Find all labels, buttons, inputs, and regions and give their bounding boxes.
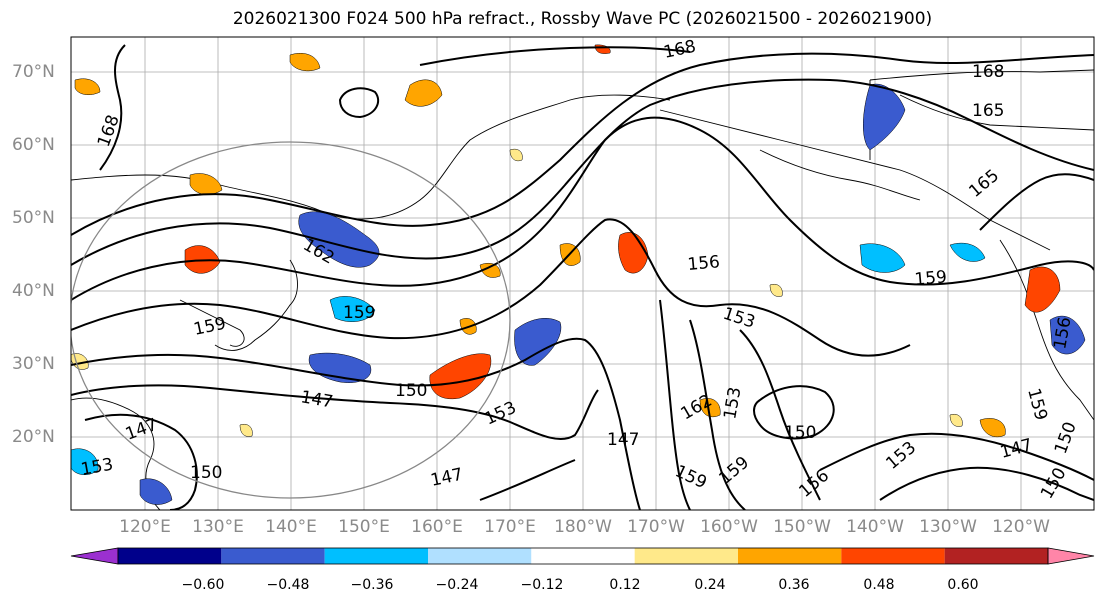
colorbar-tick: 0.36 bbox=[778, 577, 810, 593]
orange-patch bbox=[189, 173, 223, 195]
colorbar-tick: −0.60 bbox=[181, 577, 225, 593]
blue-patch bbox=[298, 211, 380, 268]
colorbar-segment bbox=[841, 548, 945, 564]
contour-label: 150 bbox=[395, 381, 427, 401]
contour-label: 168 bbox=[972, 62, 1004, 82]
rossby-wave-region-circle bbox=[71, 141, 511, 499]
refractivity-shading bbox=[71, 44, 1086, 505]
lon-label: 130°E bbox=[192, 517, 244, 537]
blue-patch bbox=[859, 243, 906, 273]
contour-label: 156 bbox=[687, 252, 721, 275]
yellow-patch bbox=[239, 424, 253, 437]
contour-line bbox=[71, 52, 1094, 236]
contour-label: 150 bbox=[784, 423, 816, 443]
lat-label-50n: 50°N bbox=[12, 208, 55, 228]
lat-label-40n: 40°N bbox=[12, 281, 55, 301]
lon-label: 130°W bbox=[919, 517, 977, 537]
contour-line bbox=[659, 299, 691, 510]
contour-line bbox=[419, 46, 691, 66]
refractivity-map: 168 168 165 165 168 162 159 159 156 159 … bbox=[70, 36, 1095, 511]
contour-line bbox=[689, 319, 746, 510]
contour-label: 147 bbox=[607, 430, 639, 450]
lon-label: 140°E bbox=[265, 517, 317, 537]
contour-line bbox=[84, 413, 198, 510]
colorbar-tick: 0.60 bbox=[947, 577, 979, 593]
lat-label-60n: 60°N bbox=[12, 135, 55, 155]
colorbar-tick: −0.12 bbox=[520, 577, 564, 593]
blue-patch bbox=[949, 242, 986, 262]
colorbar-outline bbox=[117, 547, 1049, 565]
colorbar-tick: 0.24 bbox=[694, 577, 726, 593]
orange-patch bbox=[1024, 266, 1061, 313]
colorbar-segment bbox=[118, 548, 222, 564]
orange-patch bbox=[404, 79, 443, 107]
contour-label: 159 bbox=[343, 303, 375, 323]
lon-label: 170°W bbox=[627, 517, 685, 537]
orange-patch bbox=[289, 52, 321, 72]
colorbar-tick: 0.12 bbox=[609, 577, 641, 593]
colorbar-segment bbox=[634, 548, 738, 564]
orange-patch bbox=[479, 262, 501, 278]
lon-label: 160°E bbox=[411, 517, 463, 537]
lat-label-20n: 20°N bbox=[12, 427, 55, 447]
orange-patch bbox=[979, 418, 1006, 438]
contour-line bbox=[71, 78, 1094, 266]
lon-label: 150°E bbox=[338, 517, 390, 537]
contour-line bbox=[739, 329, 821, 501]
colorbar-tick: −0.24 bbox=[435, 577, 479, 593]
contour-line bbox=[819, 432, 1094, 481]
colorbar-segment bbox=[531, 548, 635, 564]
orange-patch bbox=[699, 398, 721, 418]
contour-label: 159 bbox=[914, 267, 948, 290]
lon-label: 150°W bbox=[773, 517, 831, 537]
map-title: 2026021300 F024 500 hPa refract., Rossby… bbox=[232, 9, 933, 29]
colorbar-segment bbox=[738, 548, 842, 564]
contour-line bbox=[71, 384, 599, 440]
yellow-patch bbox=[949, 414, 963, 427]
colorbar-segment bbox=[324, 548, 428, 564]
lon-label: 160°W bbox=[700, 517, 758, 537]
colorbar-segment bbox=[944, 548, 1048, 564]
blue-patch bbox=[329, 296, 376, 322]
contour-line bbox=[71, 116, 1094, 301]
yellow-patch bbox=[509, 148, 523, 162]
contour-line bbox=[879, 466, 1094, 501]
colorbar-tick: −0.36 bbox=[350, 577, 394, 593]
contour-label: 150 bbox=[190, 463, 222, 483]
height-contours bbox=[71, 44, 1094, 510]
contour-line bbox=[338, 87, 380, 119]
lon-label: 140°W bbox=[846, 517, 904, 537]
contour-line bbox=[71, 218, 911, 357]
lat-label-30n: 30°N bbox=[12, 354, 55, 374]
contour-line bbox=[71, 337, 641, 510]
orange-patch bbox=[74, 78, 101, 96]
yellow-patch bbox=[769, 284, 783, 297]
contour-line bbox=[99, 44, 126, 171]
contour-label: 165 bbox=[972, 101, 1004, 121]
contour-line bbox=[979, 173, 1094, 231]
blue-patch bbox=[1049, 315, 1086, 355]
colorbar-extend-min bbox=[70, 547, 119, 565]
blue-patch bbox=[139, 478, 173, 505]
lon-label: 120°E bbox=[119, 517, 171, 537]
colorbar-tick: −0.48 bbox=[266, 577, 310, 593]
contour-line bbox=[479, 459, 576, 501]
contour-line bbox=[753, 385, 835, 440]
lon-label: 120°W bbox=[992, 517, 1050, 537]
colorbar-tick: 0.48 bbox=[863, 577, 895, 593]
blue-patch bbox=[71, 448, 99, 475]
lat-label-70n: 70°N bbox=[12, 62, 55, 82]
colorbar-segment bbox=[428, 548, 532, 564]
colorbar-segment bbox=[221, 548, 325, 564]
lon-label: 170°E bbox=[484, 517, 536, 537]
lon-label: 180°W bbox=[554, 517, 612, 537]
colorbar-extend-max bbox=[1047, 547, 1095, 565]
